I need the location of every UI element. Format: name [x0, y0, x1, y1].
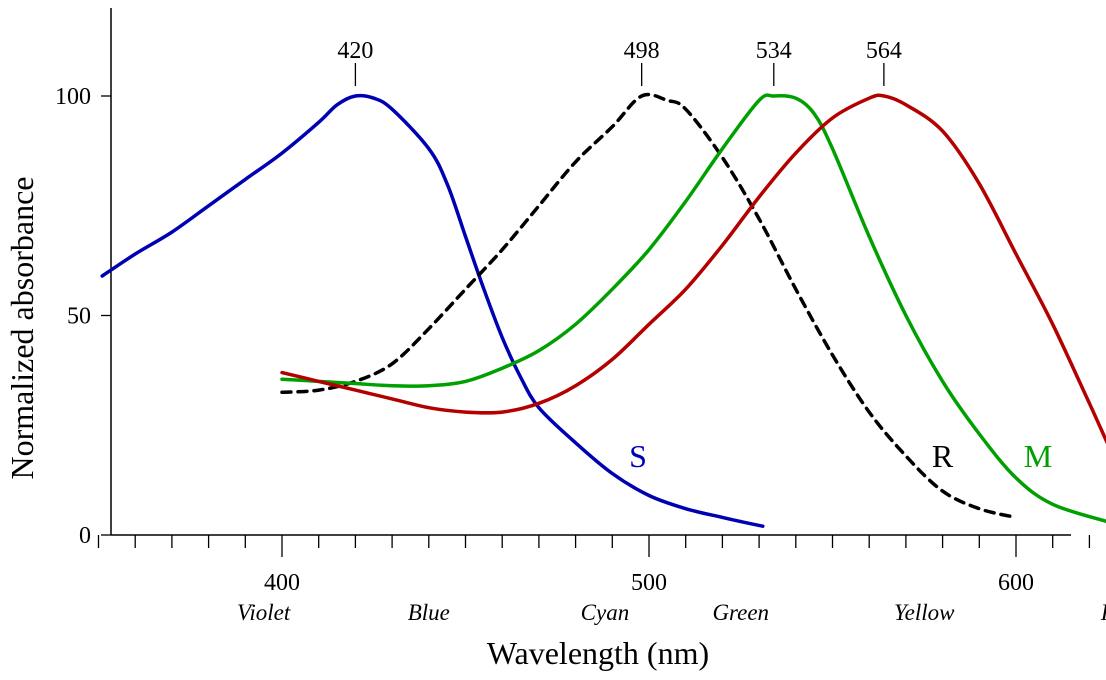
series-label-r: R	[932, 438, 954, 474]
peak-label: 534	[756, 38, 792, 64]
color-band-label: Red	[1100, 600, 1106, 625]
series-curve-m	[280, 93, 1106, 524]
series-curve-r	[280, 92, 1018, 520]
color-band-label: Blue	[408, 600, 450, 625]
y-tick-label: 0	[79, 523, 91, 549]
series-label-m: M	[1024, 438, 1052, 474]
labels-group: Violet Blue Cyan Green Yellow Red 420 498 534 564…	[237, 38, 1106, 625]
axes-group: 400500600700050100	[55, 8, 1091, 596]
x-tick-label: 600	[998, 570, 1034, 596]
x-tick-label: 500	[631, 570, 667, 596]
color-band-label: Violet	[237, 600, 291, 625]
peak-label: 420	[337, 38, 373, 64]
series-curve-l	[280, 93, 1106, 445]
peak-label: 564	[866, 38, 902, 64]
y-tick-label: 50	[67, 304, 91, 330]
series-curve-s	[100, 93, 765, 528]
x-tick-label: 400	[264, 570, 300, 596]
peak-label: 498	[624, 38, 660, 64]
y-axis-title: Normalized absorbance	[4, 177, 40, 480]
y-tick-label: 100	[55, 84, 91, 110]
color-band-label: Yellow	[894, 600, 955, 625]
color-band-label: Green	[712, 600, 769, 625]
series-label-s: S	[629, 438, 647, 474]
x-axis-title: Wavelength (nm)	[487, 635, 709, 671]
color-band-label: Cyan	[581, 600, 630, 625]
curves-group	[100, 92, 1106, 528]
